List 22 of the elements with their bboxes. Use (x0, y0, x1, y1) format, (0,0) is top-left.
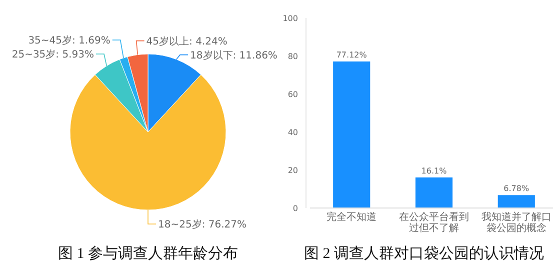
data-label: 77.12% (336, 50, 368, 60)
bar (498, 195, 535, 208)
data-label: 16.1% (421, 166, 448, 176)
slice-label: 45岁以上: 4.24% (146, 35, 228, 48)
y-tick-label: 20 (288, 166, 298, 175)
slice-label: 18岁以下: 11.86% (190, 49, 278, 62)
slice-label: 35~45岁: 1.69% (28, 34, 110, 46)
x-tick-label: 我知道并了解口袋公园的概念 (481, 211, 552, 234)
bar (333, 61, 370, 208)
x-tick-label: 在公众平台看到过但不了解 (399, 211, 469, 234)
x-tick-label: 完全不知道 (326, 211, 377, 223)
bar (415, 177, 453, 208)
slice-label: 25~35岁: 5.93% (12, 48, 94, 60)
y-tick-label: 100 (282, 14, 298, 23)
text: 图 1 参与调查人群年龄分布 (58, 245, 238, 261)
y-tick-label: 40 (288, 128, 298, 137)
y-tick-label: 0 (292, 204, 298, 213)
data-label: 6.78% (504, 184, 530, 194)
y-tick-label: 80 (288, 52, 298, 61)
slice-label: 18~25岁: 76.27% (158, 218, 247, 230)
text: 图 2 调查人群对口袋公园的认识情况 (304, 245, 544, 261)
y-tick-label: 60 (288, 90, 298, 99)
